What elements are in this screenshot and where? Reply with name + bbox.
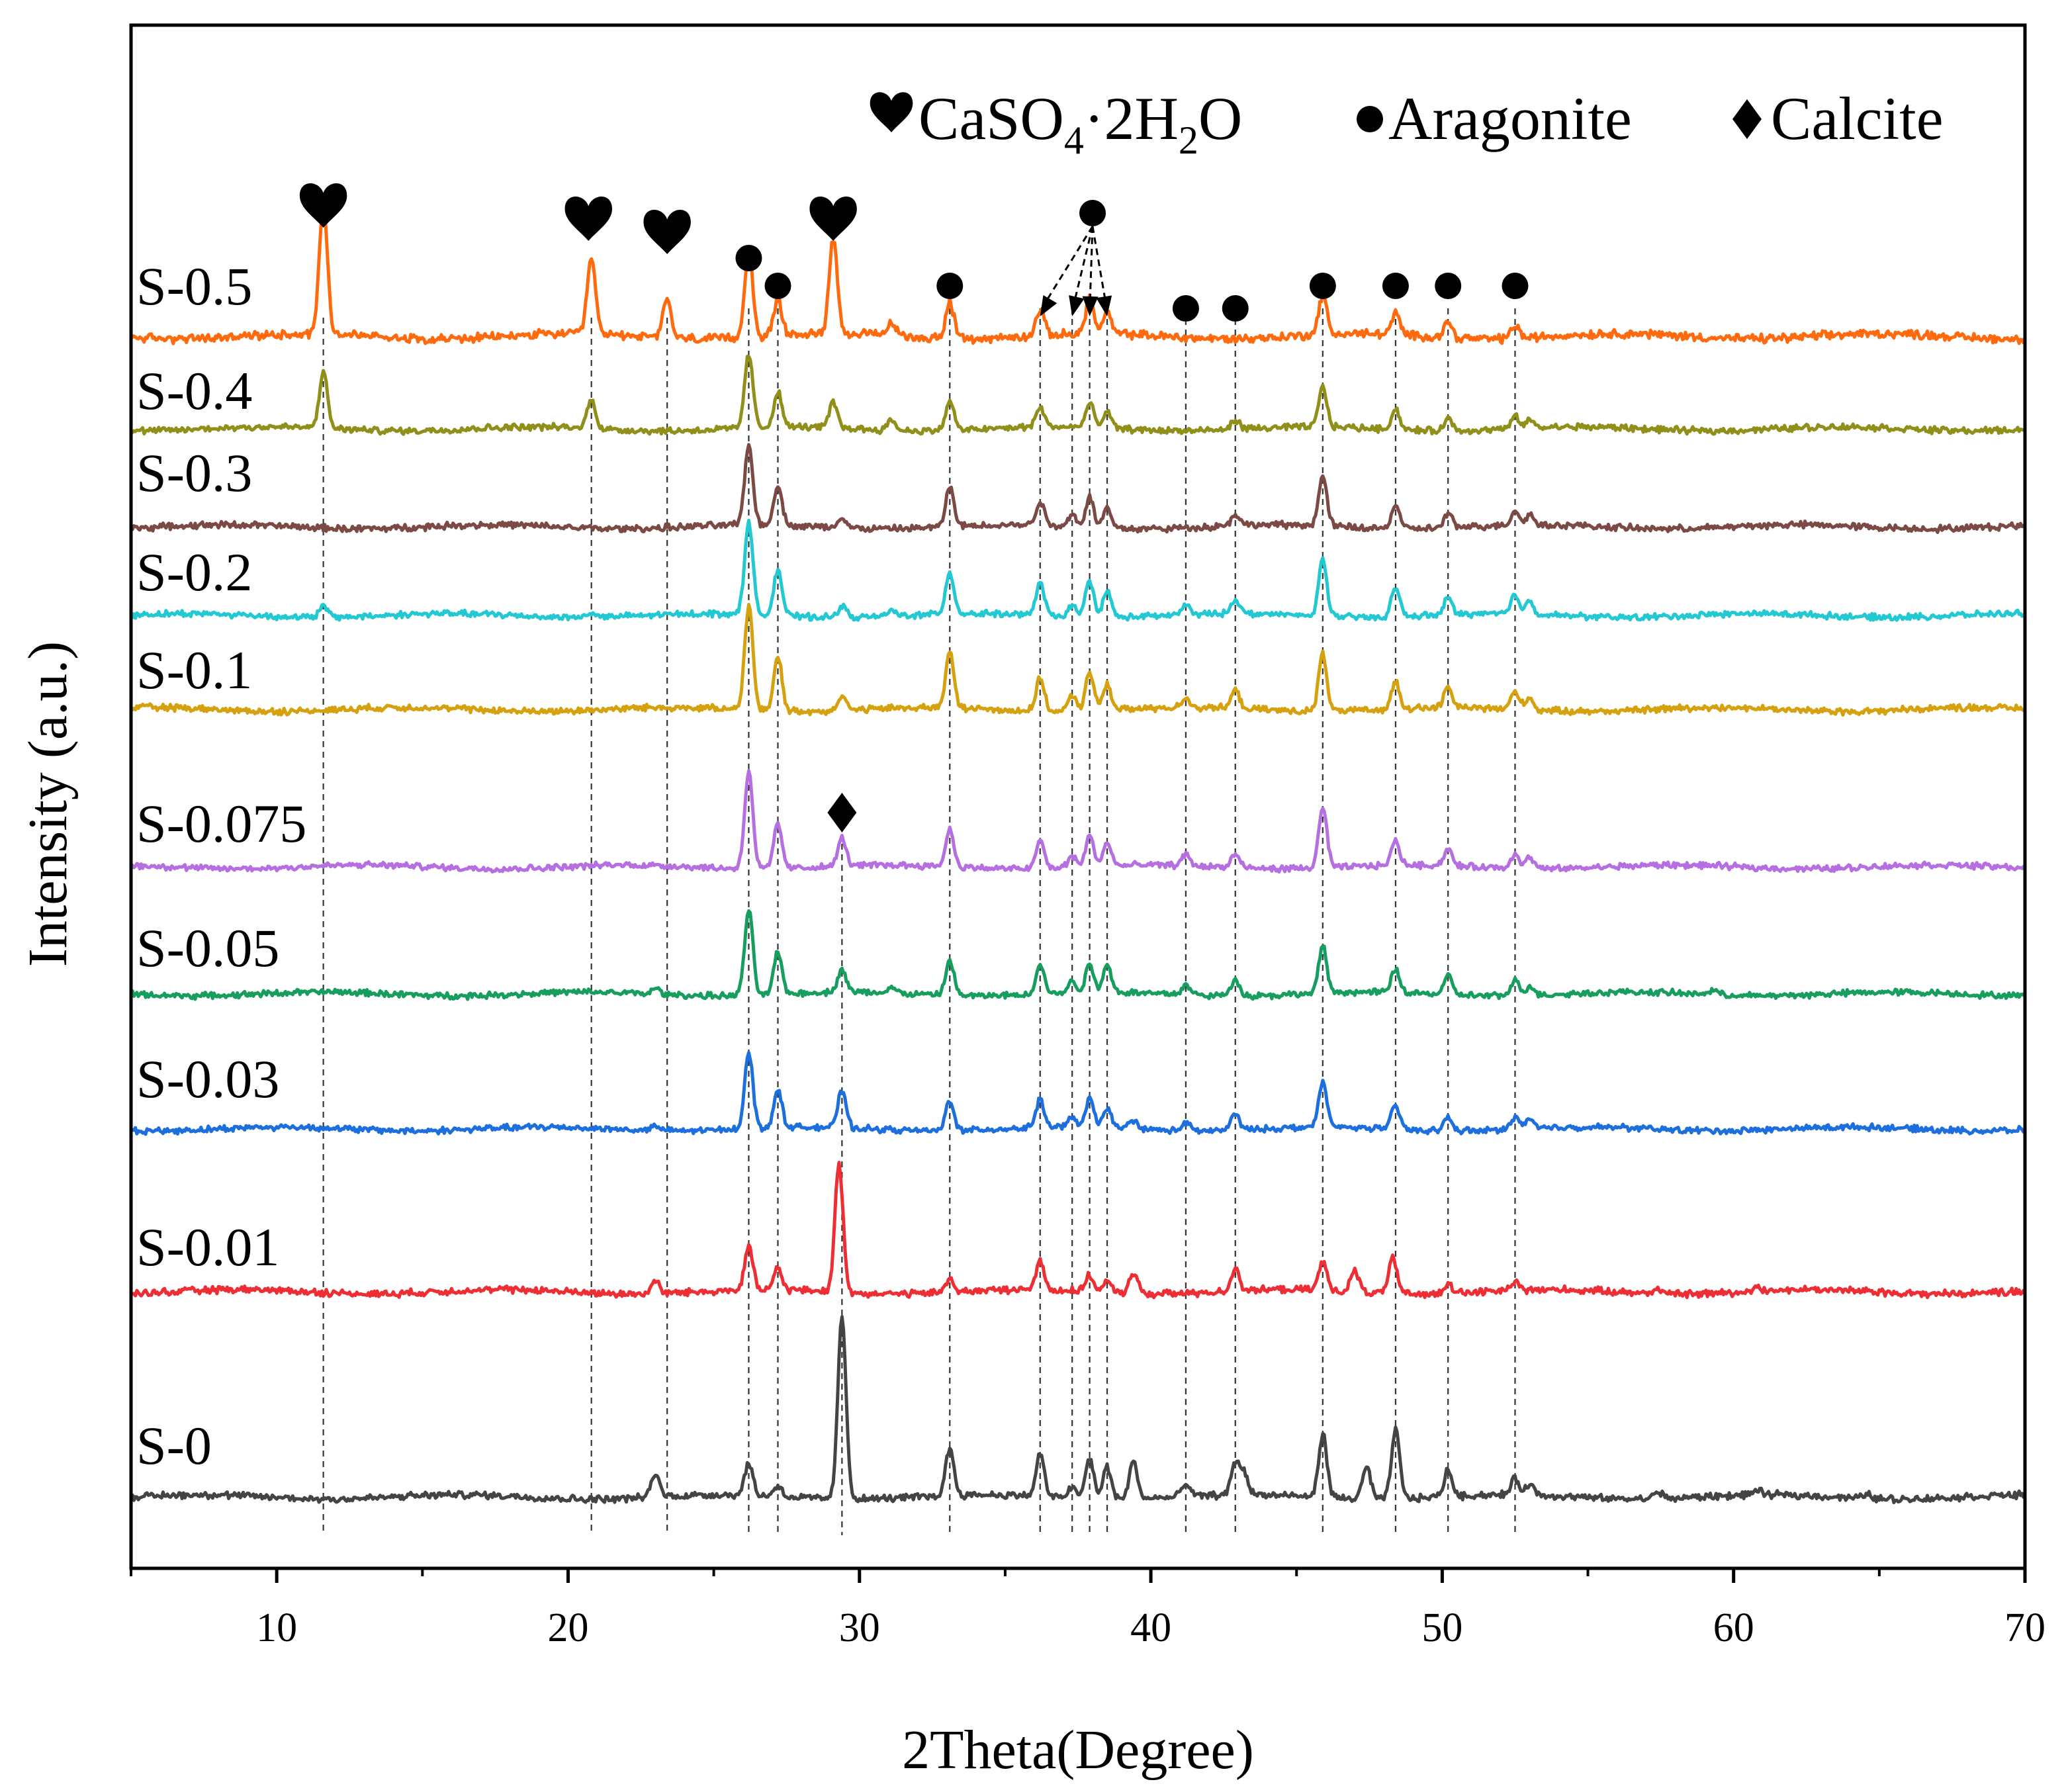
legend-label-gypsum: CaSO4·2H2O [919, 85, 1242, 162]
x-tick-label-40: 40 [1130, 1605, 1171, 1650]
phase-marker-circle-13 [1502, 273, 1529, 299]
series-label-s-0-2: S-0.2 [136, 542, 252, 602]
phase-marker-heart-1 [564, 197, 612, 241]
marker-arrow-head-1 [1069, 295, 1085, 316]
marker-arrow-head-0 [1040, 295, 1057, 316]
series-label-s-0-03: S-0.03 [136, 1049, 279, 1109]
series-layer [129, 204, 2027, 1505]
series-line-s-0-075 [130, 769, 2026, 874]
legend-gypsum-sub1: 4 [1064, 118, 1084, 162]
phase-marker-circle-8 [1172, 295, 1199, 322]
series-line-s-0-03 [130, 1051, 2027, 1136]
marker-arrow-head-2 [1082, 296, 1099, 316]
legend-gypsum-part1: CaSO [919, 85, 1064, 152]
phase-marker-circle-7 [1079, 200, 1106, 226]
series-line-s-0-4 [130, 355, 2026, 436]
phase-marker-circle-12 [1435, 273, 1462, 299]
phase-marker-heart-2 [643, 210, 691, 254]
series-label-s-0: S-0 [136, 1415, 212, 1476]
x-axis-ticks: 10 20 30 40 50 60 70 [130, 1568, 2045, 1650]
phase-marker-diamond-14 [827, 793, 857, 832]
phase-marker-heart-5 [809, 197, 857, 241]
legend-diamond-icon [1732, 99, 1762, 139]
plot-frame [129, 23, 2027, 1570]
x-tick-label-20: 20 [547, 1605, 588, 1650]
legend-heart-icon [870, 92, 913, 132]
phase-marker-circle-4 [764, 273, 791, 299]
series-label-s-0-4: S-0.4 [136, 361, 252, 421]
legend-circle-icon [1357, 106, 1383, 132]
reference-lines [322, 308, 1516, 1535]
phase-marker-circle-3 [735, 245, 762, 271]
phase-marker-heart-0 [299, 183, 347, 228]
legend-gypsum-part2: ·2H [1084, 85, 1179, 152]
series-line-s-0-3 [129, 443, 2026, 534]
x-tick-label-30: 30 [839, 1605, 880, 1650]
series-label-s-0-01: S-0.01 [136, 1217, 279, 1277]
series-line-s-0-1 [129, 603, 2026, 717]
phase-marker-circle-11 [1382, 273, 1409, 299]
y-axis-title: Intensity (a.u.) [17, 641, 79, 967]
legend-label-aragonite: Aragonite [1388, 85, 1632, 152]
x-tick-label-60: 60 [1713, 1605, 1754, 1650]
phase-marker-circle-9 [1222, 295, 1249, 322]
legend-gypsum-sub2: 2 [1179, 118, 1198, 162]
series-label-s-0-1: S-0.1 [136, 640, 252, 700]
series-line-s-0-01 [130, 1161, 2026, 1300]
marker-arrow-head-3 [1096, 295, 1112, 316]
sample-labels: S-0.5 S-0.4 S-0.3 S-0.2 S-0.1 S-0.075 S-0.05 S-… [136, 256, 306, 1476]
series-label-s-0-5: S-0.5 [136, 256, 252, 316]
phase-markers [299, 183, 1529, 832]
series-label-s-0-075: S-0.075 [136, 793, 306, 854]
series-line-s-0-05 [129, 909, 2027, 1001]
legend-label-calcite: Calcite [1771, 85, 1944, 152]
series-label-s-0-3: S-0.3 [136, 443, 252, 503]
marker-arrow-line-0 [1039, 226, 1094, 312]
x-tick-label-10: 10 [256, 1605, 297, 1650]
phase-marker-circle-10 [1309, 273, 1336, 299]
x-axis-title: 2Theta(Degree) [902, 1719, 1254, 1781]
legend: CaSO4·2H2O Aragonite Calcite [870, 85, 1944, 162]
series-line-s-0-2 [129, 518, 2027, 622]
series-line-s-0 [130, 1315, 2026, 1505]
legend-gypsum-part3: O [1198, 85, 1242, 152]
x-tick-label-70: 70 [2004, 1605, 2045, 1650]
x-tick-label-50: 50 [1421, 1605, 1462, 1650]
phase-marker-circle-6 [936, 273, 964, 299]
series-line-s-0-5 [129, 204, 2027, 345]
series-label-s-0-05: S-0.05 [136, 918, 279, 978]
